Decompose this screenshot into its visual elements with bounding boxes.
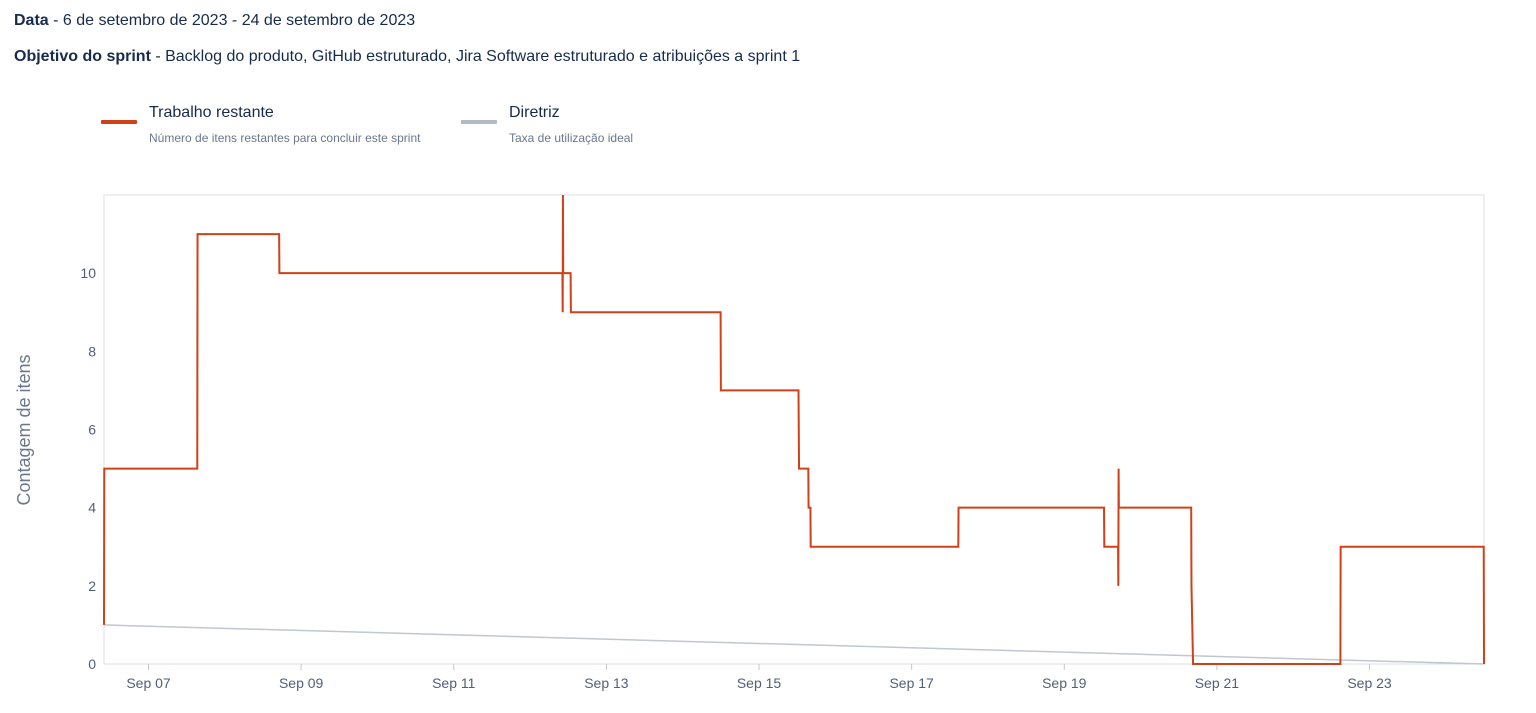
legend-title-guideline: Diretriz [509,104,560,121]
y-tick-label: 0 [88,656,96,672]
legend-title-remaining-work: Trabalho restante [149,104,274,121]
x-tick-label: Sep 07 [126,675,171,691]
sprint-date-line: Data - 6 de setembro de 2023 - 24 de set… [14,12,416,29]
x-tick-label: Sep 23 [1347,675,1392,691]
y-tick-label: 6 [88,422,96,438]
legend-subtitle-guideline: Taxa de utilização ideal [509,131,634,145]
y-tick-label: 4 [88,500,96,516]
remaining-work-line [103,194,1485,665]
y-tick-label: 8 [88,343,96,359]
date-label: Data [14,12,49,29]
series-layer [103,194,1485,665]
plot-frame [103,194,1485,665]
goal-value: Backlog do produto, GitHub estruturado, … [165,48,801,65]
x-tick-label: Sep 13 [584,675,629,691]
date-value: 6 de setembro de 2023 - 24 de setembro d… [62,12,416,29]
legend-subtitle-remaining-work: Número de itens restantes para concluir … [149,131,421,145]
x-tick-label: Sep 17 [889,675,934,691]
x-tick-label: Sep 11 [432,675,476,691]
axis-ticks: 0 2 4 6 8 10 Sep 07 Sep 09 Sep 11 Sep 13 Sep 15 Sep… [80,265,1392,691]
y-tick-label: 10 [80,265,96,281]
legend-swatch-remaining-work [101,120,137,124]
legend-swatch-guideline [461,120,497,124]
sprint-goal-line: Objetivo do sprint - Backlog do produto,… [14,48,801,65]
x-tick-label: Sep 21 [1195,675,1240,691]
goal-label: Objetivo do sprint [14,48,151,65]
y-axis-title: Contagem de itens [14,354,34,505]
x-tick-label: Sep 09 [279,675,324,691]
y-tick-label: 2 [88,578,96,594]
guideline-line [103,624,1485,665]
x-tick-label: Sep 19 [1042,675,1087,691]
x-tick-label: Sep 15 [737,675,782,691]
